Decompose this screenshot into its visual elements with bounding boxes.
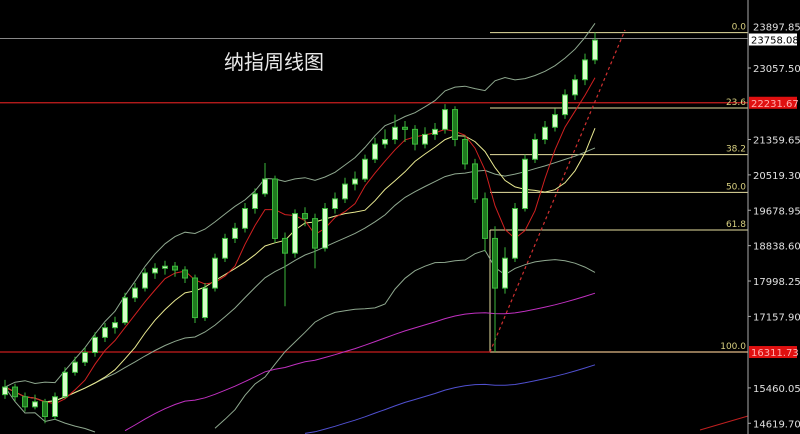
candle-body [442, 109, 448, 130]
fib-level-label: 38.2 [726, 145, 746, 155]
price-axis-top-label: 23897.85 [753, 23, 800, 34]
price-tick-label: 23057.50 [753, 64, 800, 75]
candle-body [362, 158, 368, 180]
candle-body [292, 213, 298, 254]
candle-body [502, 257, 508, 289]
candle-body [272, 178, 278, 239]
ma-long-line [124, 292, 596, 432]
candle-body [102, 327, 108, 338]
candle-body [222, 237, 228, 259]
candle-body [252, 193, 258, 210]
candle-body [2, 386, 8, 396]
bollinger-middle-line [4, 147, 596, 403]
candle-body [592, 39, 598, 61]
candle-body [552, 114, 558, 128]
candle-body [92, 336, 98, 354]
candle-body [482, 198, 488, 239]
marked-price-box [749, 96, 797, 109]
candle-body [392, 126, 398, 140]
candle-body [192, 277, 198, 319]
candle-body [262, 178, 268, 195]
trendline-lower [699, 415, 749, 431]
candle-body [452, 109, 458, 140]
candle-body [22, 396, 28, 408]
candle-body [212, 257, 218, 289]
candle-body [462, 138, 468, 165]
candle-body [112, 322, 118, 329]
candle-body [512, 208, 518, 259]
price-tick-label: 15460.05 [753, 384, 800, 395]
ma-longer-line [304, 364, 596, 434]
candle-body [12, 386, 18, 398]
candle-body [422, 133, 428, 145]
candle-body [182, 269, 188, 279]
candle-body [522, 158, 528, 210]
candle-body [142, 272, 148, 289]
candle-body [352, 178, 358, 185]
candle-body [342, 183, 348, 200]
candle-body [72, 361, 78, 373]
candle-body [302, 213, 308, 220]
fib-level-label: 0.0 [732, 23, 747, 33]
candle-body [322, 208, 328, 249]
candle-body [572, 79, 578, 96]
candle-body [562, 94, 568, 116]
candle-body [312, 218, 318, 249]
fib-level-label: 23.6 [726, 98, 746, 108]
candle-body [402, 126, 408, 130]
chart-title: 纳指周线图 [224, 50, 324, 74]
trendline-dashed [489, 29, 626, 353]
candle-body [332, 198, 338, 210]
price-axis-bg [748, 0, 800, 434]
candle-body [42, 401, 48, 418]
candle-body [232, 227, 238, 239]
marked-price-label: 22231.67 [751, 99, 799, 110]
candle-body [532, 138, 538, 160]
candle-body [82, 352, 88, 363]
ma10-line [4, 128, 596, 403]
candle-body [282, 237, 288, 254]
marked-price-label: 16311.73 [751, 348, 799, 359]
candle-body [172, 265, 178, 271]
ma5-line [4, 77, 596, 405]
candle-body [382, 138, 388, 145]
candle-body [542, 126, 548, 140]
candle-body [582, 59, 588, 81]
price-tick-label: 18838.60 [753, 242, 800, 253]
price-tick-label: 20519.30 [753, 171, 800, 182]
candle-body [432, 128, 438, 135]
marked-price-box [749, 346, 797, 359]
candle-body [162, 265, 168, 269]
candle-body [132, 287, 138, 299]
candle-body [372, 143, 378, 160]
candle-body [412, 128, 418, 145]
candle-body [202, 287, 208, 319]
bollinger-upper-line [4, 23, 596, 388]
candle-body [152, 267, 158, 274]
price-tick-label: 21359.65 [753, 135, 800, 146]
candle-body [492, 237, 498, 289]
candle-body [62, 371, 68, 398]
fib-level-label: 100.0 [720, 342, 746, 352]
candle-body [472, 163, 478, 200]
price-tick-label: 17998.25 [753, 277, 800, 288]
candle-body [32, 401, 38, 408]
candle-body [52, 396, 58, 418]
current-price-box [749, 33, 797, 46]
bollinger-lower-line [4, 249, 596, 433]
price-tick-label: 17157.90 [753, 312, 800, 323]
candle-body [122, 297, 128, 324]
price-tick-label: 14619.70 [753, 419, 800, 430]
current-price-label: 23758.08 [751, 36, 799, 47]
candle-body [242, 208, 248, 229]
price-tick-label: 19678.95 [753, 206, 800, 217]
fib-level-label: 50.0 [726, 182, 746, 192]
fib-level-label: 61.8 [726, 220, 746, 230]
